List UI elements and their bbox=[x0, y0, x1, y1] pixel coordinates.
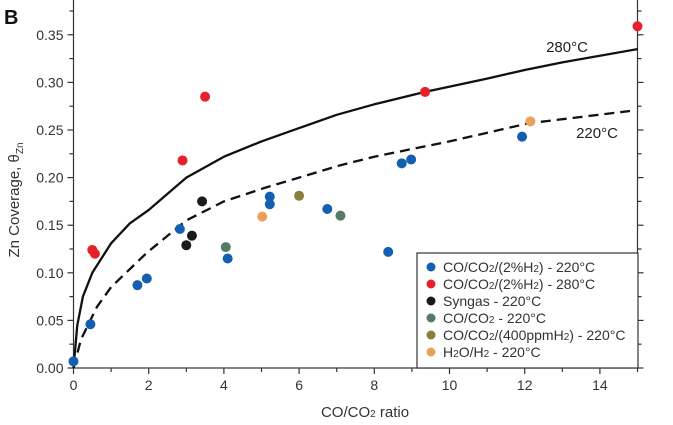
data-points bbox=[68, 21, 643, 367]
curve-280c bbox=[72, 47, 638, 369]
data-point bbox=[383, 246, 394, 257]
legend-entry: CO/CO2/(2%H2) - 220°C bbox=[443, 259, 595, 275]
y-tick-label: 0.35 bbox=[36, 27, 63, 43]
y-tick-label: 0.05 bbox=[36, 312, 63, 328]
curve-label: 220°C bbox=[576, 125, 618, 142]
x-axis-label: CO/CO2 ratio bbox=[321, 404, 409, 421]
data-point bbox=[257, 211, 268, 222]
legend-entry: CO/CO2 - 220°C bbox=[443, 310, 546, 326]
data-point bbox=[335, 210, 346, 221]
data-point bbox=[197, 196, 208, 207]
data-point bbox=[141, 273, 152, 284]
curve-label: 280°C bbox=[546, 39, 588, 56]
data-point bbox=[517, 131, 528, 142]
legend-marker bbox=[426, 313, 436, 323]
data-point bbox=[264, 191, 275, 202]
y-tick-label: 0.30 bbox=[36, 74, 63, 90]
data-point bbox=[85, 319, 96, 330]
data-point bbox=[322, 204, 333, 215]
legend-marker bbox=[426, 330, 436, 340]
data-point bbox=[264, 199, 275, 210]
legend-entry: CO/CO2/(2%H2) - 280°C bbox=[443, 276, 595, 292]
data-point bbox=[68, 356, 79, 367]
legend-marker bbox=[426, 347, 436, 357]
fit-curves: 280°C 220°C bbox=[72, 39, 638, 369]
data-point bbox=[200, 91, 211, 102]
legend-entry: CO/CO2/(400ppmH2) - 220°C bbox=[443, 327, 625, 343]
data-point bbox=[222, 253, 233, 264]
x-tick-label: 12 bbox=[517, 377, 533, 393]
legend: CO/CO2/(2%H2) - 220°CCO/CO2/(2%H2) - 280… bbox=[416, 252, 639, 369]
axes: 0 2 4 6 8 10 12 14 0.00 0.05 0.10 0.15 0.20 0.25 0.30 0… bbox=[36, 0, 644, 393]
x-tick-label: 4 bbox=[220, 377, 228, 393]
y-tick-label: 0.00 bbox=[36, 360, 63, 376]
data-point bbox=[406, 154, 417, 165]
data-point bbox=[632, 21, 643, 32]
y-tick-label: 0.25 bbox=[36, 122, 63, 138]
x-tick-label: 6 bbox=[295, 377, 303, 393]
data-point bbox=[294, 190, 305, 201]
legend-marker bbox=[426, 262, 436, 272]
y-tick-label: 0.20 bbox=[36, 170, 63, 186]
data-point bbox=[181, 240, 192, 251]
data-point bbox=[177, 155, 188, 166]
y-tick-label: 0.15 bbox=[36, 217, 63, 233]
data-point bbox=[186, 230, 197, 241]
data-point bbox=[174, 224, 185, 235]
y-tick-label: 0.10 bbox=[36, 265, 63, 281]
data-point bbox=[132, 280, 143, 291]
data-point bbox=[525, 116, 536, 127]
data-point bbox=[220, 242, 231, 253]
x-tick-label: 0 bbox=[70, 377, 78, 393]
legend-marker bbox=[426, 296, 436, 306]
data-point bbox=[396, 158, 407, 169]
x-tick-label: 2 bbox=[145, 377, 153, 393]
x-tick-label: 14 bbox=[592, 377, 608, 393]
y-axis-label: Zn Coverage, θZn bbox=[6, 142, 26, 257]
x-tick-label: 10 bbox=[442, 377, 458, 393]
data-point bbox=[89, 248, 100, 259]
data-point bbox=[420, 86, 431, 97]
legend-entry: H2O/H2 - 220°C bbox=[443, 344, 541, 360]
legend-entry: Syngas - 220°C bbox=[443, 293, 541, 309]
panel-label: B bbox=[4, 7, 18, 29]
x-tick-label: 8 bbox=[370, 377, 378, 393]
legend-marker bbox=[426, 279, 436, 289]
legend-box bbox=[416, 252, 639, 369]
curve-220c bbox=[72, 109, 631, 369]
